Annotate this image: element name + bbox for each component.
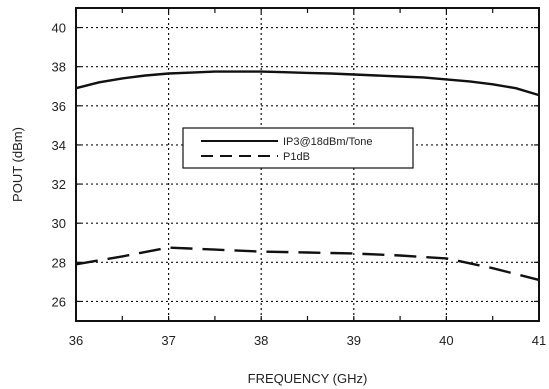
series-line-p1db <box>75 246 540 282</box>
series-lines <box>75 70 540 282</box>
y-tick-label: 30 <box>52 216 66 231</box>
x-tick-label: 36 <box>69 333 83 348</box>
y-tick-label: 26 <box>52 294 66 309</box>
series-line-ip3 <box>75 70 540 97</box>
y-tick-label: 34 <box>52 138 66 153</box>
x-tick-label: 39 <box>347 333 361 348</box>
x-tick-label: 40 <box>439 333 453 348</box>
y-tick-label: 32 <box>52 177 66 192</box>
axis-ticks <box>75 8 540 321</box>
y-tick-label: 36 <box>52 99 66 114</box>
y-tick-label: 38 <box>52 60 66 75</box>
x-tick-label: 37 <box>161 333 175 348</box>
y-tick-label: 40 <box>52 21 66 36</box>
x-axis-title: FREQUENCY (GHz) <box>248 371 368 386</box>
tick-labels: 36 37 38 39 40 41 26 28 30 32 34 36 38 40 <box>52 21 547 348</box>
legend-box <box>182 127 414 169</box>
x-tick-label: 38 <box>254 333 268 348</box>
legend: IP3@18dBm/Tone P1dB <box>182 127 414 169</box>
legend-label-p1db: P1dB <box>283 151 310 163</box>
legend-label-ip3: IP3@18dBm/Tone <box>283 136 372 148</box>
y-tick-label: 28 <box>52 255 66 270</box>
y-axis-title: POUT (dBm) <box>10 127 25 202</box>
x-tick-label: 41 <box>532 333 546 348</box>
